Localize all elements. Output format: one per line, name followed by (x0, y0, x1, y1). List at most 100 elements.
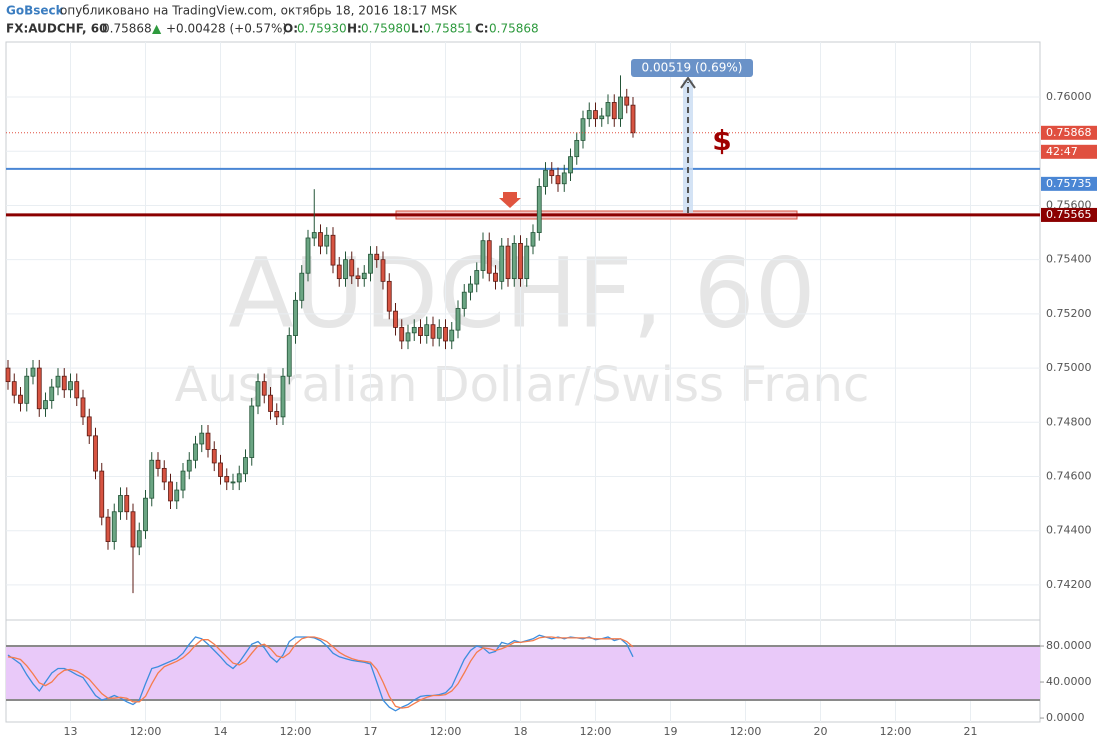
candle-body (611, 102, 617, 120)
candle-body (536, 186, 542, 233)
measure-arrowhead (680, 76, 696, 89)
candle-body (324, 234, 330, 247)
candle-body (443, 327, 448, 342)
candle-body (74, 381, 80, 399)
candle-body (111, 511, 117, 542)
x-tick-label: 18 (514, 725, 528, 738)
candle-body (468, 283, 473, 293)
candle-body (193, 443, 198, 461)
measure-label: 0.00519 (0.69%) (642, 61, 743, 75)
candle-body (418, 327, 423, 336)
y-tick-label: 0.75400 (1046, 253, 1092, 266)
candle-body (305, 237, 311, 274)
candle-body (455, 308, 461, 331)
o-label: O: (283, 22, 298, 36)
candle-body (480, 240, 486, 271)
candle-body (224, 476, 230, 483)
candle-body (236, 473, 242, 483)
author[interactable]: GoBseck (6, 4, 65, 18)
candle-body (493, 272, 498, 282)
candle-body (355, 275, 361, 280)
candle-body (555, 175, 561, 185)
candle-body (24, 375, 30, 404)
candle-body (249, 405, 255, 458)
countdown-tag-box (1041, 144, 1097, 159)
candle-body (5, 367, 11, 383)
candle-body (286, 335, 292, 377)
candle-body (274, 411, 280, 418)
candle-body (574, 139, 580, 158)
candle-body (155, 459, 161, 469)
candle-body (124, 495, 130, 513)
candle-body (211, 449, 217, 464)
candle-body (330, 234, 336, 266)
candle-body (518, 242, 523, 280)
candle-body (549, 169, 555, 177)
last: 0.75868 (102, 22, 152, 36)
candle-body (580, 118, 586, 141)
candle-body (499, 245, 505, 282)
y-tick-label: 0.76000 (1046, 90, 1092, 103)
candle-body (618, 96, 623, 120)
candle-body (280, 375, 286, 418)
x-tick-label: 19 (664, 725, 678, 738)
y-tick-label: 0.74200 (1046, 578, 1092, 591)
hline-tag: 0.75565 (1046, 208, 1092, 221)
y-tick-label: 40.0000 (1046, 675, 1092, 688)
candle-body (524, 245, 530, 280)
countdown-tag: 42:47 (1046, 145, 1078, 158)
candle-body (543, 169, 548, 187)
last-price-tag: 0.75868 (1046, 126, 1092, 139)
candle-body (405, 332, 411, 342)
candle-body (130, 511, 136, 548)
candle-body (168, 481, 173, 502)
last-price-tag-box (1041, 125, 1097, 140)
candle-body (49, 386, 55, 402)
candle-body (336, 264, 342, 280)
candle-body (318, 232, 323, 247)
candle-body (11, 381, 17, 396)
x-tick-label: 12:00 (280, 725, 312, 738)
candle-body (105, 516, 111, 542)
x-tick-label: 17 (364, 725, 378, 738)
candle-body (449, 329, 455, 342)
y-tick-label: 80.0000 (1046, 639, 1092, 652)
candle-body (599, 115, 605, 120)
indicator-line (7, 634, 634, 712)
candle-body (80, 397, 86, 418)
candle-body (624, 96, 630, 106)
candle-body (255, 381, 261, 407)
candle-body (424, 324, 430, 336)
candle-body (68, 381, 73, 391)
x-tick-label: 12:00 (130, 725, 162, 738)
candle-body (55, 375, 61, 388)
candle-body (161, 467, 167, 483)
x-tick-label: 12:00 (880, 725, 912, 738)
x-tick-label: 14 (214, 725, 228, 738)
candle-body (386, 280, 392, 312)
candle-body (293, 299, 298, 336)
candle-body (30, 367, 36, 377)
change: +0.00428 (+0.57%) (166, 22, 287, 36)
candle-body (380, 259, 386, 282)
candle-body (486, 240, 492, 274)
change-arrow: ▲ (152, 22, 162, 36)
candle-body (474, 270, 480, 285)
candle-body (205, 432, 211, 450)
candle-body (18, 394, 23, 404)
y-tick-label: 0.75000 (1046, 361, 1092, 374)
candle-body (149, 459, 155, 499)
indicator-line (7, 636, 634, 709)
published: опубликовано на TradingView.com, октябрь… (60, 4, 458, 18)
candle-body (511, 242, 517, 280)
close: 0.75868 (489, 22, 539, 36)
candle-body (43, 400, 48, 410)
candle-body (143, 497, 148, 532)
low: 0.75851 (423, 22, 473, 36)
y-tick-label: 0.75200 (1046, 307, 1092, 320)
candle-body (86, 416, 92, 437)
l-label: L: (411, 22, 423, 36)
candle-body (399, 327, 405, 342)
high: 0.75980 (361, 22, 411, 36)
